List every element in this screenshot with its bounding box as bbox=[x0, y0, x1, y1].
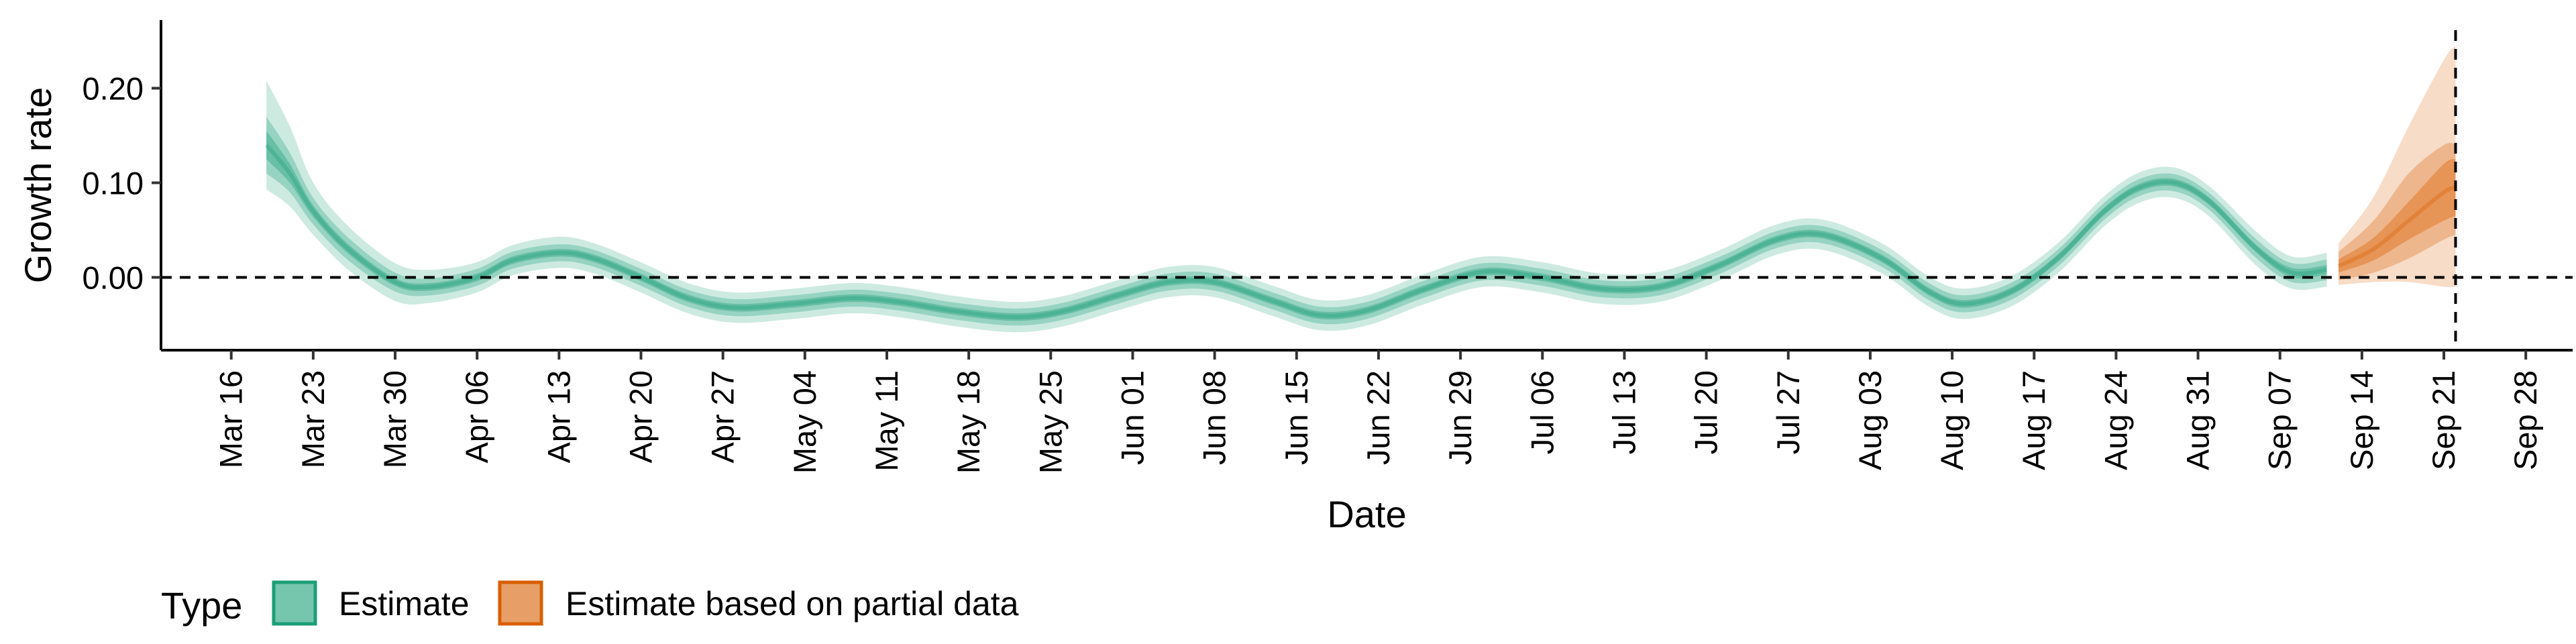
x-tick-label: Sep 28 bbox=[2508, 370, 2543, 470]
x-tick-label: May 25 bbox=[1032, 370, 1068, 474]
y-tick-label: 0.00 bbox=[83, 260, 144, 295]
y-axis-title: Growth rate bbox=[17, 87, 59, 284]
median-line-estimate bbox=[264, 144, 2327, 319]
y-tick-label: 0.20 bbox=[83, 71, 144, 107]
x-axis-ticks: Mar 16 Mar 23 Mar 30 Apr 06 Apr 13 Apr 20 Apr … bbox=[213, 350, 2543, 474]
legend-key-estimate bbox=[272, 580, 317, 626]
band-q75-partial bbox=[2339, 143, 2456, 280]
x-tick-label: Apr 27 bbox=[705, 370, 741, 463]
legend-label-partial: Estimate based on partial data bbox=[566, 585, 1019, 623]
y-axis-ticks: 0.00 0.10 0.20 bbox=[83, 71, 161, 295]
x-tick-label: Apr 13 bbox=[541, 370, 576, 463]
x-tick-label: Jul 13 bbox=[1606, 370, 1642, 454]
x-tick-label: Aug 24 bbox=[2098, 370, 2133, 470]
x-tick-label: Mar 30 bbox=[377, 370, 413, 468]
band-q25-partial bbox=[2339, 159, 2456, 273]
legend-label-estimate: Estimate bbox=[339, 585, 470, 623]
x-tick-label: Jun 22 bbox=[1360, 370, 1396, 465]
ribbon-layer bbox=[266, 46, 2456, 333]
x-tick-label: Jun 29 bbox=[1442, 370, 1478, 465]
x-tick-label: Sep 21 bbox=[2426, 370, 2461, 470]
x-tick-label: Apr 20 bbox=[623, 370, 659, 463]
x-tick-label: Jul 20 bbox=[1688, 370, 1724, 454]
x-tick-label: May 11 bbox=[869, 370, 904, 472]
x-tick-label: May 04 bbox=[787, 370, 822, 474]
legend-title: Type bbox=[161, 584, 242, 627]
median-line-partial bbox=[2337, 185, 2457, 268]
x-tick-label: Mar 16 bbox=[213, 370, 249, 468]
x-tick-label: Jun 01 bbox=[1114, 370, 1150, 465]
x-tick-label: Jun 15 bbox=[1279, 370, 1314, 465]
x-tick-label: Apr 06 bbox=[459, 370, 494, 463]
x-tick-label: Aug 17 bbox=[2016, 370, 2051, 470]
x-tick-label: May 18 bbox=[951, 370, 986, 474]
x-tick-label: Aug 03 bbox=[1852, 370, 1888, 470]
x-tick-label: Aug 10 bbox=[1934, 370, 1970, 470]
median-line-layer bbox=[264, 144, 2457, 319]
x-tick-label: Mar 23 bbox=[295, 370, 331, 468]
x-axis-title: Date bbox=[1327, 493, 1406, 535]
x-tick-label: Jun 08 bbox=[1197, 370, 1232, 465]
x-tick-label: Sep 07 bbox=[2262, 370, 2298, 470]
x-tick-label: Sep 14 bbox=[2344, 370, 2379, 470]
x-tick-label: Jul 06 bbox=[1524, 370, 1560, 454]
y-tick-label: 0.10 bbox=[83, 165, 144, 201]
x-tick-label: Jul 27 bbox=[1770, 370, 1806, 454]
x-tick-label: Aug 31 bbox=[2180, 370, 2216, 470]
legend-key-partial bbox=[498, 580, 543, 626]
axes bbox=[160, 20, 2573, 352]
legend: Type Estimate Estimate based on partial … bbox=[161, 580, 1019, 627]
band-q90-partial bbox=[2339, 46, 2456, 288]
